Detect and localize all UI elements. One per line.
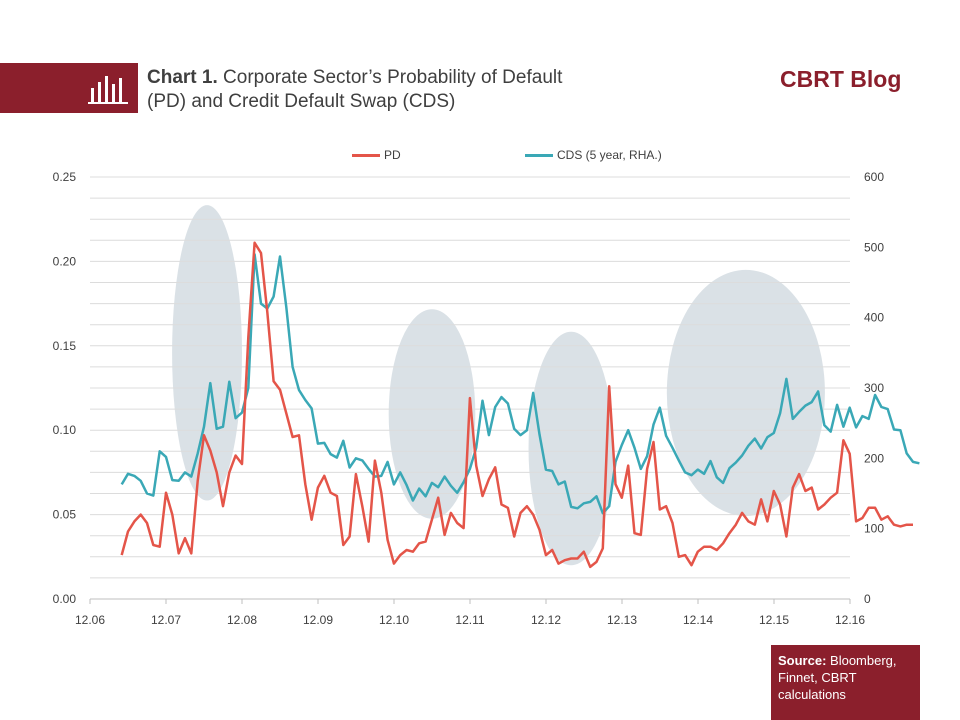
y-left-tick-label: 0.15 xyxy=(53,339,77,353)
legend-swatch-pd xyxy=(352,154,380,158)
x-tick-label: 12.14 xyxy=(683,613,713,627)
y-right-tick-label: 600 xyxy=(864,170,884,184)
y-right-tick-label: 100 xyxy=(864,522,884,536)
chart-number: Chart 1. xyxy=(147,67,218,88)
y-left-tick-label: 0.00 xyxy=(53,592,77,606)
y-left-tick-label: 0.10 xyxy=(53,423,77,437)
pd-series-line xyxy=(120,241,913,569)
x-tick-label: 12.08 xyxy=(227,613,257,627)
highlight-ellipse-1 xyxy=(172,205,242,501)
legend-label-pd: PD xyxy=(384,148,401,162)
legend-swatch-cds xyxy=(525,154,553,158)
y-right-tick-label: 0 xyxy=(864,592,871,606)
highlight-ellipse-3 xyxy=(528,331,614,566)
legend: PD CDS (5 year, RHA.) xyxy=(0,146,960,166)
x-tick-label: 12.06 xyxy=(75,613,105,627)
legend-label-cds: CDS (5 year, RHA.) xyxy=(557,148,662,162)
y-right-tick-label: 300 xyxy=(864,381,884,395)
brand-logo-text: CBRT Blog xyxy=(780,66,902,92)
x-tick-label: 12.13 xyxy=(607,613,637,627)
legend-item-cds: CDS (5 year, RHA.) xyxy=(525,148,662,162)
chart-title-line1: Corporate Sector’s Probability of Defaul… xyxy=(223,67,563,88)
y-left-tick-label: 0.25 xyxy=(53,170,77,184)
y-right-tick-label: 400 xyxy=(864,311,884,325)
x-tick-label: 12.16 xyxy=(835,613,865,627)
y-left-tick-label: 0.05 xyxy=(53,508,77,522)
x-tick-label: 12.09 xyxy=(303,613,333,627)
chart-title: Chart 1. Corporate Sector’s Probability … xyxy=(147,66,747,114)
y-right-tick-label: 500 xyxy=(864,240,884,254)
x-tick-label: 12.15 xyxy=(759,613,789,627)
legend-item-pd: PD xyxy=(352,148,401,162)
x-tick-label: 12.11 xyxy=(455,613,484,627)
x-tick-label: 12.07 xyxy=(151,613,181,627)
highlight-ellipse-4 xyxy=(666,269,825,517)
y-right-tick-label: 200 xyxy=(864,451,884,465)
x-tick-label: 12.12 xyxy=(531,613,561,627)
source-note: Source: Bloomberg, Finnet, CBRT calculat… xyxy=(771,645,920,720)
y-left-tick-label: 0.20 xyxy=(53,254,77,268)
source-text: Bloomberg, Finnet, CBRT calculations xyxy=(778,653,897,702)
source-label: Source: xyxy=(778,653,827,668)
bar-chart-icon xyxy=(88,76,128,104)
highlight-ellipse-2 xyxy=(388,309,476,519)
chart-title-line2: (PD) and Credit Default Swap (CDS) xyxy=(147,91,456,112)
x-tick-label: 12.10 xyxy=(379,613,409,627)
